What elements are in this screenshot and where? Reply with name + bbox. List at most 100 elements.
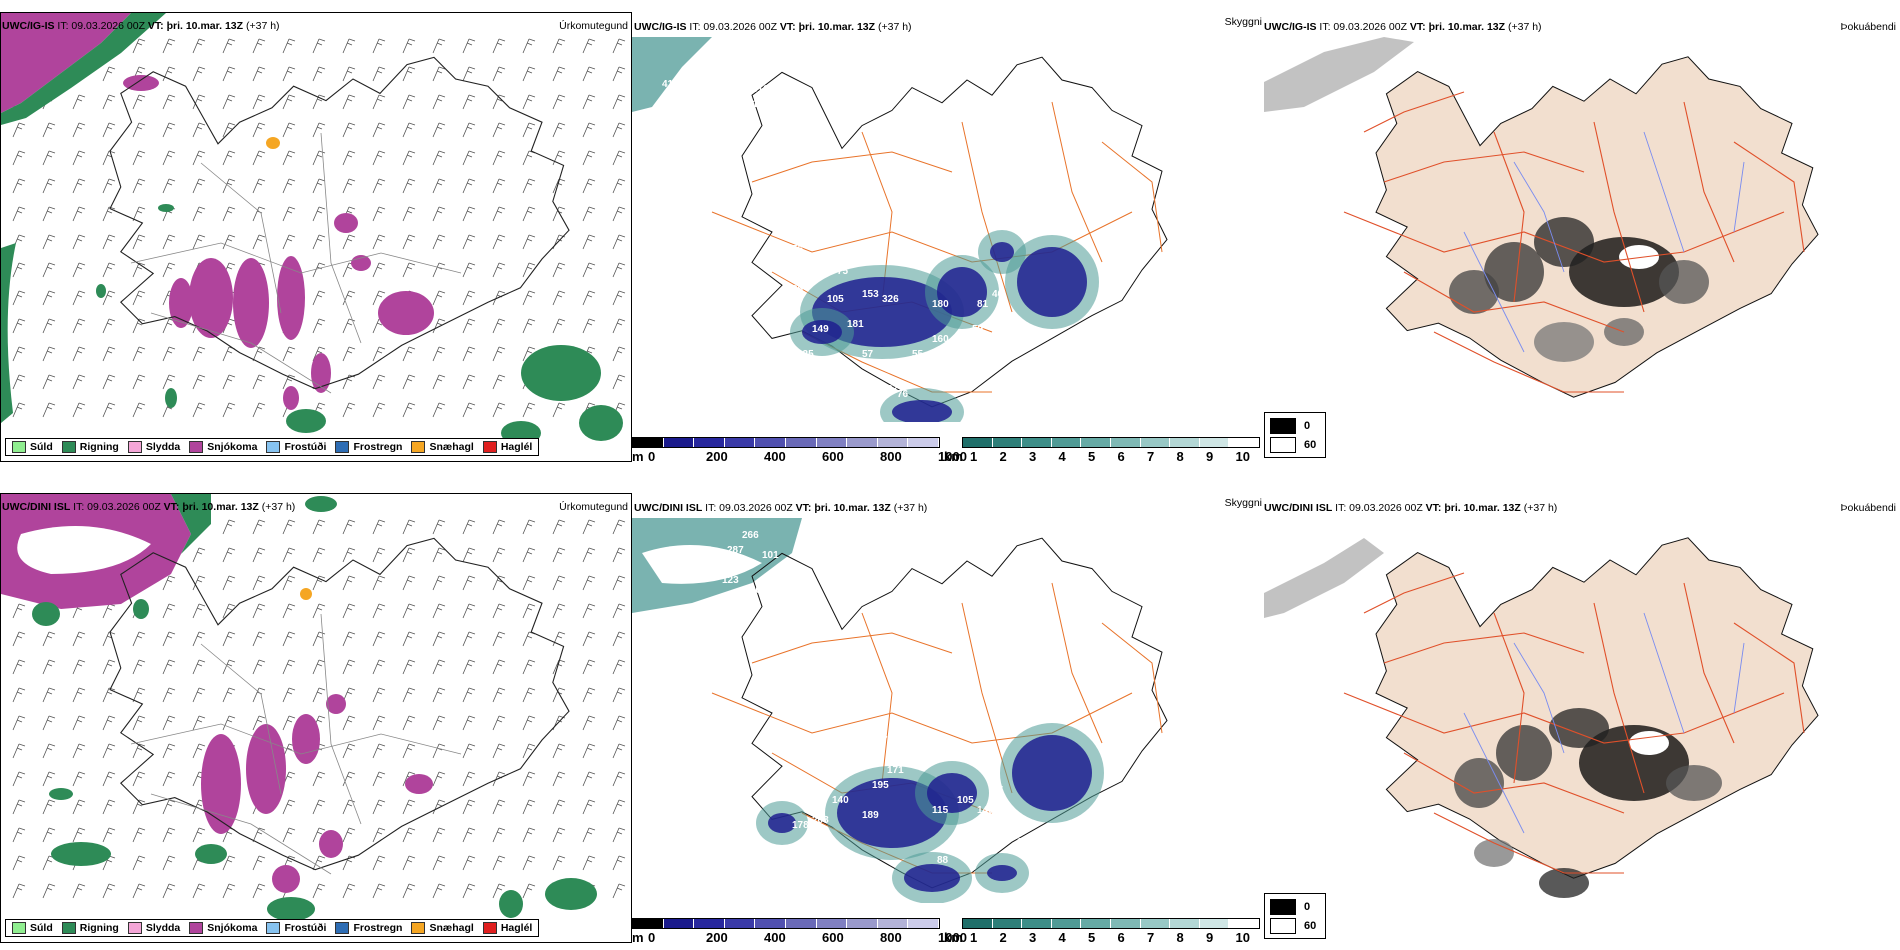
wind-barb — [252, 603, 266, 619]
wind-barb — [222, 855, 236, 871]
visibility-tick-label: 2 — [999, 930, 1007, 943]
snow-area — [319, 830, 343, 858]
wind-barb — [282, 66, 296, 82]
wind-barb — [12, 150, 26, 166]
wind-barb — [492, 122, 506, 138]
wind-barb — [492, 631, 506, 647]
wind-barb — [102, 206, 116, 222]
wind-barb — [282, 631, 296, 647]
colorbar-segment — [1022, 438, 1052, 447]
legend-label: Frostúði — [284, 922, 327, 934]
wind-barb — [312, 66, 326, 82]
wind-barb — [522, 206, 536, 222]
visibility-tick-label: 5 — [1088, 930, 1096, 943]
legend-swatch — [335, 441, 350, 453]
ceiling-value-label: 72 — [812, 236, 824, 247]
wind-barb — [522, 743, 536, 759]
rain-area — [1, 13, 166, 125]
wind-barb — [492, 519, 506, 535]
colorbar-segment — [1081, 919, 1111, 928]
wind-barb — [582, 94, 596, 110]
wind-barb — [192, 883, 206, 899]
wind-barb — [342, 547, 356, 563]
wind-barb — [192, 206, 206, 222]
wind-barb — [102, 799, 116, 815]
wind-barb — [342, 827, 356, 843]
wind-barb — [372, 94, 386, 110]
wind-barb — [42, 631, 56, 647]
map-background — [632, 12, 1264, 422]
fog-legend-swatch — [1270, 918, 1296, 934]
visibility-colorbar — [962, 918, 1260, 929]
ceiling-value-label: 88 — [937, 855, 949, 866]
legend-item: Snæhagl — [411, 441, 474, 453]
legend-item: Slydda — [127, 922, 180, 934]
wind-barb — [42, 402, 56, 418]
wind-barb — [522, 687, 536, 703]
ceiling-value-label: 78 — [812, 765, 824, 776]
wind-barb — [222, 150, 236, 166]
wind-barb — [102, 262, 116, 278]
road — [1363, 91, 1465, 133]
wind-barb — [132, 262, 146, 278]
wind-barb — [312, 122, 326, 138]
ceiling-value-label: 105 — [957, 795, 974, 806]
wind-barb — [552, 66, 566, 82]
visibility-title: Skyggni — [1224, 497, 1262, 509]
wind-barb — [42, 374, 56, 390]
wind-barb — [192, 150, 206, 166]
wind-barb — [222, 234, 236, 250]
wind-barb — [72, 150, 86, 166]
wind-barb — [462, 402, 476, 418]
snow-area — [1, 13, 131, 113]
wind-barb — [42, 346, 56, 362]
legend-item: Haglél — [482, 922, 532, 934]
road — [1101, 622, 1163, 734]
ceiling-value-label: 316 — [752, 84, 769, 95]
wind-barb — [282, 519, 296, 535]
wind-barb — [492, 346, 506, 362]
wind-barb — [42, 771, 56, 787]
wind-barb — [372, 799, 386, 815]
cloud-ceiling-area — [987, 865, 1017, 881]
wind-barb — [402, 38, 416, 54]
wind-barb — [342, 38, 356, 54]
wind-barb — [372, 631, 386, 647]
wind-barb — [432, 575, 446, 591]
wind-barb — [192, 234, 206, 250]
colorbar-segment — [724, 438, 756, 447]
wind-barb — [522, 575, 536, 591]
wind-barb — [582, 575, 596, 591]
wind-barb — [582, 631, 596, 647]
wind-barb — [462, 547, 476, 563]
colorbar-segment — [963, 919, 993, 928]
ceiling-tick-label: 1000 — [938, 449, 967, 462]
wind-barb — [432, 771, 446, 787]
ceiling-value-label: 153 — [862, 289, 879, 300]
wind-barb — [522, 827, 536, 843]
wind-barb — [162, 234, 176, 250]
cloud-ceiling-area — [892, 400, 952, 422]
wind-barb — [72, 374, 86, 390]
wind-barb — [462, 374, 476, 390]
wind-barb — [72, 122, 86, 138]
wind-barb — [522, 771, 536, 787]
fog-map — [1264, 12, 1900, 422]
wind-barb — [312, 178, 326, 194]
snow-area — [277, 256, 305, 340]
wind-barb — [102, 290, 116, 306]
wind-barb — [612, 687, 626, 703]
legend-label: Súld — [30, 441, 53, 453]
wind-barb — [432, 290, 446, 306]
wind-barb — [402, 122, 416, 138]
valid-time: þri. 10.mar. 13Z — [1444, 502, 1521, 514]
ceiling-tick-label: 600 — [822, 930, 844, 943]
wind-barb — [552, 743, 566, 759]
wind-barb — [372, 659, 386, 675]
wind-barb — [582, 206, 596, 222]
river — [1463, 231, 1525, 353]
legend-swatch — [266, 922, 281, 934]
wind-barb — [462, 206, 476, 222]
colorbar-segment — [1229, 438, 1259, 447]
